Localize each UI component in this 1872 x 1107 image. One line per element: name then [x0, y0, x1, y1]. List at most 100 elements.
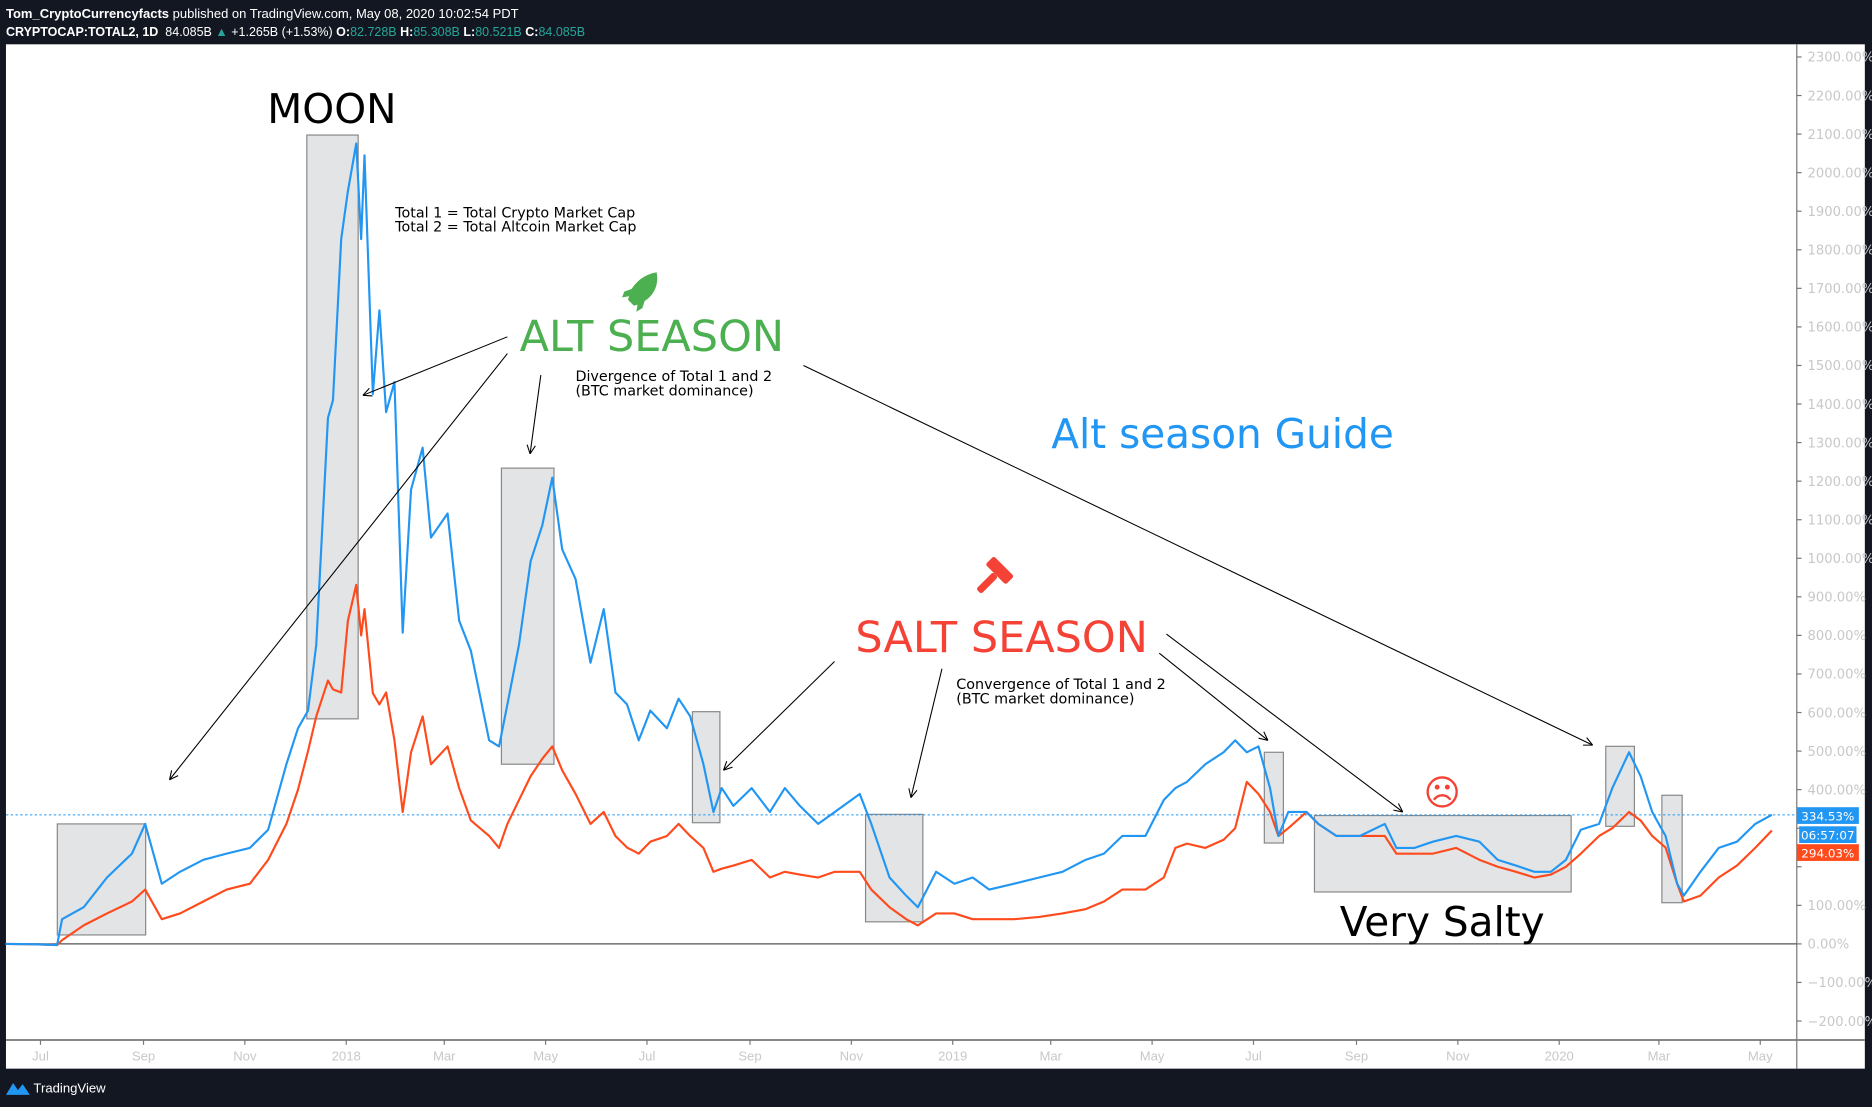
price-label-blue-text: 334.53%: [1801, 809, 1854, 823]
chart-header: Tom_CryptoCurrencyfacts published on Tra…: [6, 4, 585, 42]
x-tick-label: Mar: [433, 1048, 456, 1063]
arrow: [526, 374, 542, 455]
convergence-note-1: Convergence of Total 1 and 2: [956, 677, 1165, 693]
y-axis[interactable]: 2300.00% 2200.00% 2100.00% 2000.00% 1900.00%…: [1796, 51, 1872, 1030]
y-tick-label: −200.00%: [1808, 1015, 1872, 1030]
total-1-definition: Total 1 = Total Crypto Market Cap: [394, 205, 635, 221]
close-value: 84.085B: [538, 25, 586, 39]
x-tick-label: Nov: [840, 1048, 864, 1063]
y-tick-label: 1300.00%: [1808, 436, 1872, 451]
divergence-note-1: Divergence of Total 1 and 2: [575, 369, 772, 385]
arrow: [803, 364, 1594, 746]
y-tick-label: 1000.00%: [1808, 552, 1872, 567]
x-tick-label: Sep: [1345, 1048, 1368, 1063]
very-salty-label: Very Salty: [1340, 898, 1545, 946]
blue-series-line: [5, 142, 1773, 947]
y-tick-label: 2100.00%: [1808, 128, 1872, 143]
y-tick-label: 1500.00%: [1808, 359, 1872, 374]
tradingview-logo-icon: [5, 1082, 30, 1095]
x-tick-label: Mar: [1039, 1048, 1062, 1063]
y-tick-label: 700.00%: [1808, 668, 1866, 683]
x-tick-label: May: [1140, 1048, 1165, 1063]
close-label: C:: [525, 25, 539, 39]
arrow: [722, 661, 835, 771]
y-tick-label: 400.00%: [1808, 783, 1866, 798]
x-tick-label: 2020: [1545, 1048, 1574, 1063]
highlight-box: [56, 823, 147, 936]
gavel-icon: [977, 557, 1014, 594]
convergence-note-2: (BTC market dominance): [956, 691, 1134, 707]
highlight-box: [1605, 745, 1636, 827]
price-change: +1.265B (+1.53%): [231, 25, 333, 39]
price-label-red-text: 294.03%: [1801, 846, 1854, 860]
divergence-note-2: (BTC market dominance): [575, 383, 753, 399]
x-tick-label: Sep: [132, 1048, 155, 1063]
arrow: [362, 336, 508, 397]
up-triangle-icon: ▲: [215, 25, 228, 39]
x-tick-label: Sep: [738, 1048, 761, 1063]
arrow: [169, 353, 508, 781]
y-tick-label: 0.00%: [1808, 938, 1850, 953]
y-tick-label: 600.00%: [1808, 706, 1866, 721]
y-tick-label: 2000.00%: [1808, 166, 1872, 181]
y-tick-label: 900.00%: [1808, 591, 1866, 606]
series-group: [5, 142, 1773, 947]
open-value: 82.728B: [350, 25, 397, 39]
guide-title: Alt season Guide: [1051, 410, 1394, 458]
published-info: published on TradingView.com, May 08, 20…: [172, 6, 519, 21]
x-tick-label: 2019: [938, 1048, 967, 1063]
highlight-box: [306, 134, 359, 720]
y-tick-label: 1600.00%: [1808, 321, 1872, 336]
price-label-blue: 334.53%: [1796, 807, 1859, 824]
red-series-line: [5, 583, 1773, 947]
y-tick-label: 1700.00%: [1808, 282, 1872, 297]
arrow: [908, 668, 943, 798]
open-label: O:: [336, 25, 351, 39]
highlight-box: [1661, 794, 1683, 904]
y-tick-label: 100.00%: [1808, 899, 1866, 914]
x-tick-label: May: [1748, 1048, 1773, 1063]
moon-label: MOON: [267, 85, 396, 133]
x-tick-label: May: [533, 1048, 558, 1063]
sad-face-icon: ☹: [1424, 773, 1461, 814]
y-tick-label: 1900.00%: [1808, 205, 1872, 220]
low-value: 80.521B: [475, 25, 522, 39]
x-tick-label: Jul: [32, 1048, 49, 1063]
y-tick-label: 1800.00%: [1808, 244, 1872, 259]
tradingview-logo[interactable]: TradingView: [5, 1081, 106, 1096]
annotation-arrows: [169, 336, 1594, 813]
symbol[interactable]: CRYPTOCAP:TOTAL2, 1D: [6, 25, 159, 39]
highlight-box: [1263, 751, 1285, 844]
y-tick-label: 1100.00%: [1808, 513, 1872, 528]
highlight-box: [1313, 814, 1572, 893]
low-label: L:: [463, 25, 476, 39]
countdown-label: 06:57:07: [1799, 826, 1857, 844]
high-label: H:: [400, 25, 414, 39]
price-label-red: 294.03%: [1796, 844, 1859, 861]
x-tick-label: Nov: [1446, 1048, 1470, 1063]
salt-season-label: SALT SEASON: [855, 613, 1147, 663]
y-tick-label: 2200.00%: [1808, 89, 1872, 104]
y-tick-label: 1200.00%: [1808, 475, 1872, 490]
y-tick-label: 500.00%: [1808, 745, 1866, 760]
y-tick-label: 800.00%: [1808, 629, 1866, 644]
arrow: [1158, 652, 1269, 741]
countdown-text: 06:57:07: [1801, 828, 1855, 842]
x-tick-label: Nov: [233, 1048, 257, 1063]
rocket-icon: [622, 272, 658, 312]
y-tick-label: −100.00%: [1808, 976, 1872, 991]
arrow: [1166, 633, 1404, 813]
author[interactable]: Tom_CryptoCurrencyfacts: [6, 6, 170, 21]
x-tick-label: Jul: [639, 1048, 656, 1063]
y-tick-label: 2300.00%: [1808, 51, 1872, 66]
high-value: 85.308B: [413, 25, 460, 39]
x-tick-label: Mar: [1648, 1048, 1671, 1063]
x-axis[interactable]: Jul Sep Nov 2018 Mar May Jul Sep Nov 2019 Mar May Ju…: [32, 1040, 1773, 1063]
y-tick-label: 1400.00%: [1808, 398, 1872, 413]
x-tick-label: Jul: [1245, 1048, 1262, 1063]
total-2-definition: Total 2 = Total Altcoin Market Cap: [394, 220, 636, 236]
highlight-box: [500, 467, 555, 765]
tradingview-brand: TradingView: [33, 1081, 106, 1096]
alt-season-label: ALT SEASON: [520, 312, 784, 362]
